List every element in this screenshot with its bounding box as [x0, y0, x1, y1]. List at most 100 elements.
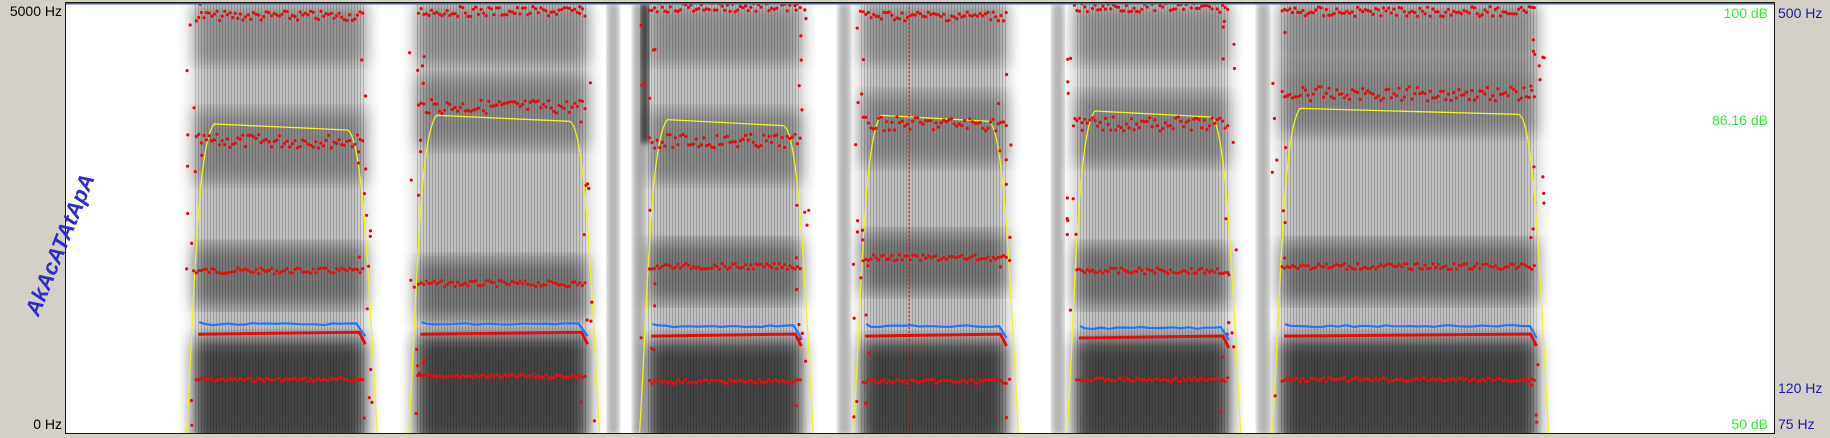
formant-point	[913, 253, 917, 257]
formant-point	[1335, 7, 1339, 11]
formant-point	[934, 254, 938, 258]
formant-point	[1129, 9, 1134, 13]
formant-point	[238, 376, 242, 380]
formant-point	[1319, 377, 1323, 381]
formant-point	[1220, 119, 1225, 123]
formant-point	[303, 376, 307, 380]
formant-point	[762, 265, 766, 269]
formant-point	[589, 319, 593, 323]
formant-point	[1116, 124, 1121, 128]
formant-point	[573, 7, 577, 11]
formant-point	[911, 13, 915, 17]
formant-point	[1389, 262, 1393, 266]
formant-point	[361, 11, 365, 15]
formant-point	[1085, 268, 1089, 272]
formant-point	[303, 139, 307, 143]
formant-point	[1345, 379, 1349, 383]
spectrogram-canvas[interactable]	[66, 3, 1775, 434]
formant-point	[1306, 264, 1310, 268]
formant-point	[461, 6, 465, 10]
formant-point	[218, 143, 222, 147]
formant-point	[968, 255, 972, 260]
formant-point	[1223, 271, 1227, 275]
formant-point	[785, 9, 789, 13]
formant-point	[270, 14, 274, 18]
formant-point	[497, 100, 501, 104]
formant-point	[419, 281, 423, 285]
formant-point	[796, 265, 800, 269]
formant-point	[866, 258, 871, 262]
formant-point	[249, 17, 253, 21]
formant-point	[324, 138, 328, 142]
formant-point	[1166, 271, 1170, 276]
formant-point	[424, 12, 428, 16]
formant-point	[244, 378, 248, 382]
formant-point	[1459, 264, 1464, 268]
formant-point	[725, 134, 730, 138]
formant-point	[458, 375, 462, 379]
formant-point	[1418, 92, 1422, 96]
formant-point	[983, 12, 988, 16]
formant-point	[918, 12, 923, 16]
formant-point	[579, 120, 583, 124]
formant-point	[1116, 376, 1121, 380]
formant-point	[689, 380, 693, 384]
formant-point	[534, 284, 538, 289]
formant-point	[357, 150, 361, 154]
formant-point	[639, 336, 643, 340]
formant-point	[1223, 379, 1227, 383]
formant-point	[1337, 92, 1341, 96]
formant-point	[554, 282, 558, 286]
formant-point	[666, 263, 670, 267]
formant-point	[1009, 143, 1013, 147]
formant-point	[1200, 4, 1204, 8]
formant-point	[215, 378, 219, 382]
formant-point	[1506, 265, 1510, 269]
formant-point	[188, 23, 192, 27]
formant-point	[358, 271, 362, 275]
formant-point	[350, 268, 354, 272]
formant-point	[1529, 236, 1533, 240]
formant-point	[1348, 379, 1352, 383]
formant-point	[424, 374, 428, 378]
formant-track	[851, 9, 1013, 420]
formant-point	[780, 265, 784, 270]
formant-point	[309, 377, 313, 381]
formant-point	[368, 229, 373, 233]
formant-point	[440, 279, 444, 283]
formant-point	[205, 267, 209, 271]
glottal-striations	[1074, 3, 1229, 433]
formant-point	[944, 120, 949, 124]
formant-point	[963, 118, 967, 122]
formant-point	[864, 381, 868, 385]
formant-point	[567, 376, 571, 380]
formant-point	[759, 5, 763, 9]
formant-point	[541, 375, 545, 379]
formant-point	[712, 146, 717, 150]
formant-point	[316, 17, 320, 22]
formant-point	[365, 213, 369, 217]
formant-point	[660, 140, 665, 144]
formant-point	[1200, 126, 1204, 130]
formant-point	[741, 6, 745, 10]
formant-point	[502, 280, 506, 284]
formant-point	[521, 6, 525, 10]
formant-point	[1085, 378, 1089, 382]
formant-point	[757, 145, 761, 149]
formant-point	[311, 267, 315, 271]
formant-point	[220, 377, 224, 381]
formant-point	[934, 12, 938, 16]
formant-point	[1376, 265, 1380, 269]
formant-point	[1311, 266, 1315, 270]
formant-point	[1004, 182, 1008, 186]
formant-point	[952, 255, 956, 259]
formant-point	[523, 6, 527, 10]
formant-point	[1389, 378, 1393, 383]
formant-point	[1215, 117, 1219, 122]
formant-point	[1184, 379, 1188, 383]
vowel-segment	[1280, 3, 1537, 433]
spectrogram-plot[interactable]	[65, 2, 1775, 434]
formant-point	[1413, 10, 1417, 15]
formant-point	[1542, 191, 1546, 195]
formant-point	[1230, 331, 1234, 335]
